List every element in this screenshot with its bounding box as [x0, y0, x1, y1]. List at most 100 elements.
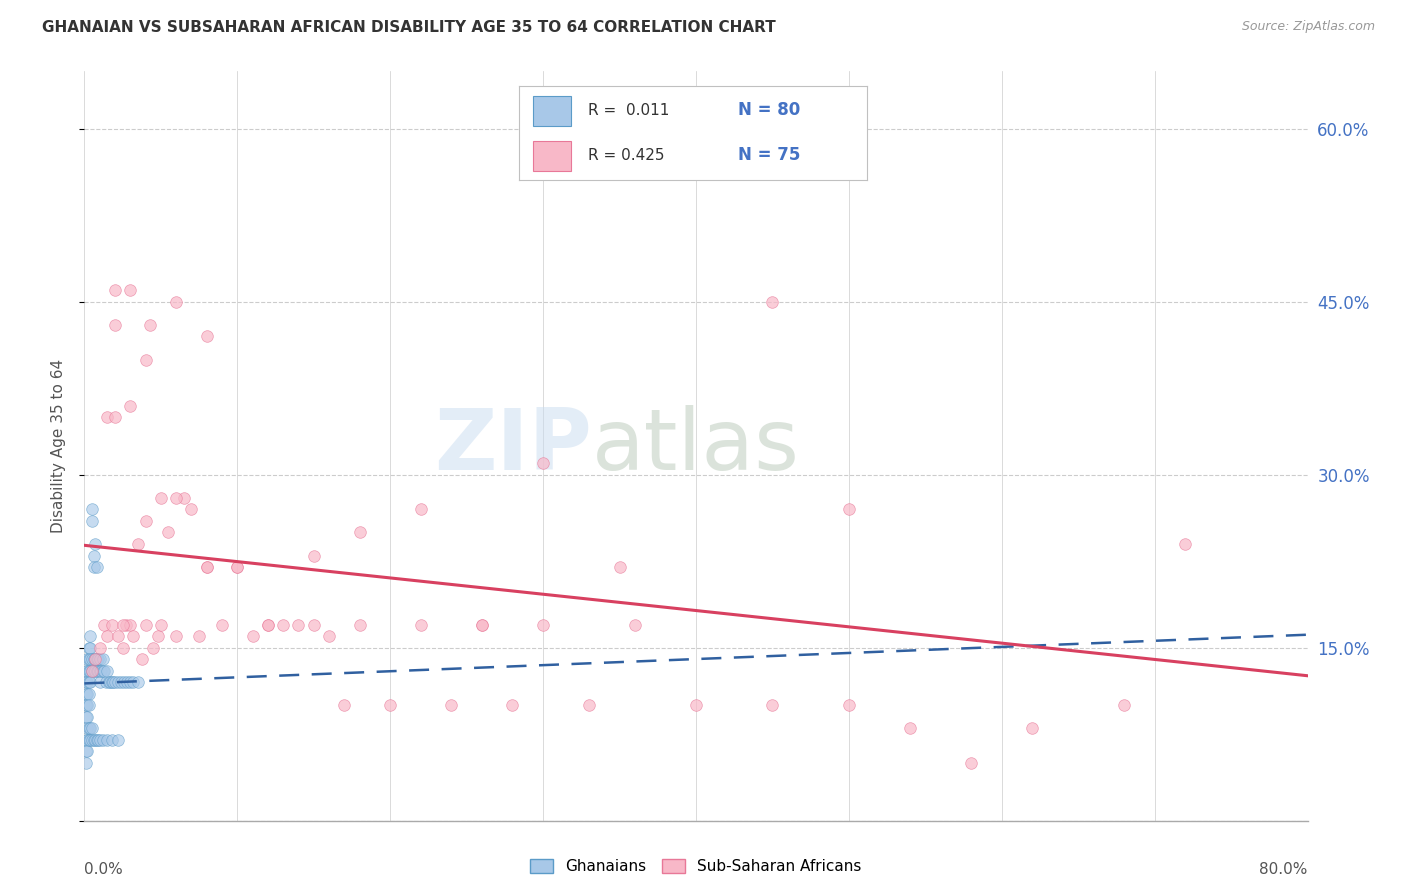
Point — [80, 722, 103, 736]
Point — [139, 318, 162, 332]
Point — [80, 664, 103, 678]
Point — [761, 698, 783, 713]
Point — [98, 675, 121, 690]
Point — [135, 617, 157, 632]
Point — [226, 560, 249, 574]
Text: atlas: atlas — [592, 404, 800, 488]
Point — [89, 652, 111, 666]
Point — [91, 733, 114, 747]
Point — [115, 675, 138, 690]
Point — [91, 652, 114, 666]
Point — [97, 675, 120, 690]
Point — [76, 722, 98, 736]
Point — [76, 664, 98, 678]
Point — [127, 675, 149, 690]
Point — [173, 491, 195, 505]
Point — [104, 675, 127, 690]
Point — [86, 560, 108, 574]
Point — [84, 652, 107, 666]
Point — [101, 733, 124, 747]
Point — [83, 733, 105, 747]
Point — [77, 675, 100, 690]
Point — [77, 687, 100, 701]
Point — [609, 560, 631, 574]
Point — [76, 710, 98, 724]
Point — [77, 652, 100, 666]
Point — [440, 698, 463, 713]
Point — [146, 629, 169, 643]
Point — [75, 664, 97, 678]
Point — [86, 664, 108, 678]
Point — [195, 560, 218, 574]
Point — [80, 733, 103, 747]
Point — [180, 502, 202, 516]
Point — [75, 675, 97, 690]
Point — [142, 640, 165, 655]
Point — [120, 675, 142, 690]
Point — [1114, 698, 1136, 713]
Point — [409, 617, 432, 632]
Point — [165, 294, 187, 309]
Point — [685, 156, 707, 170]
Point — [77, 664, 100, 678]
Point — [349, 617, 371, 632]
Y-axis label: Disability Age 35 to 64: Disability Age 35 to 64 — [51, 359, 66, 533]
Point — [76, 698, 98, 713]
Point — [76, 687, 98, 701]
Point — [80, 514, 103, 528]
Point — [89, 675, 111, 690]
Point — [149, 617, 172, 632]
Point — [271, 617, 294, 632]
Point — [120, 399, 142, 413]
Point — [79, 629, 101, 643]
Point — [90, 664, 112, 678]
Point — [79, 733, 101, 747]
Point — [287, 617, 309, 632]
Point — [838, 698, 860, 713]
Point — [84, 652, 107, 666]
Point — [114, 617, 136, 632]
Text: ZIP: ZIP — [434, 404, 592, 488]
Point — [578, 698, 600, 713]
Text: 0.0%: 0.0% — [84, 862, 124, 877]
Point — [101, 617, 124, 632]
Point — [120, 284, 142, 298]
Point — [157, 525, 180, 540]
Point — [1174, 537, 1197, 551]
Point — [93, 617, 115, 632]
Point — [471, 617, 494, 632]
Point — [838, 502, 860, 516]
Point — [110, 675, 132, 690]
Point — [107, 629, 129, 643]
Point — [188, 629, 211, 643]
Point — [83, 664, 105, 678]
Point — [89, 733, 111, 747]
Point — [83, 560, 105, 574]
Point — [685, 698, 707, 713]
Point — [75, 687, 97, 701]
Point — [83, 549, 105, 563]
Point — [149, 491, 172, 505]
Point — [624, 617, 647, 632]
Point — [79, 675, 101, 690]
Point — [79, 722, 101, 736]
Point — [112, 675, 135, 690]
Point — [89, 640, 111, 655]
Text: 80.0%: 80.0% — [1260, 862, 1308, 877]
Point — [761, 294, 783, 309]
Point — [93, 664, 115, 678]
Point — [165, 491, 187, 505]
Point — [76, 744, 98, 758]
Point — [898, 722, 921, 736]
Point — [96, 733, 118, 747]
Point — [211, 617, 233, 632]
Point — [318, 629, 340, 643]
Point — [80, 664, 103, 678]
Point — [120, 617, 142, 632]
Point — [87, 652, 110, 666]
Point — [75, 698, 97, 713]
Point — [79, 640, 101, 655]
Point — [104, 284, 127, 298]
Point — [122, 675, 145, 690]
Point — [111, 640, 134, 655]
